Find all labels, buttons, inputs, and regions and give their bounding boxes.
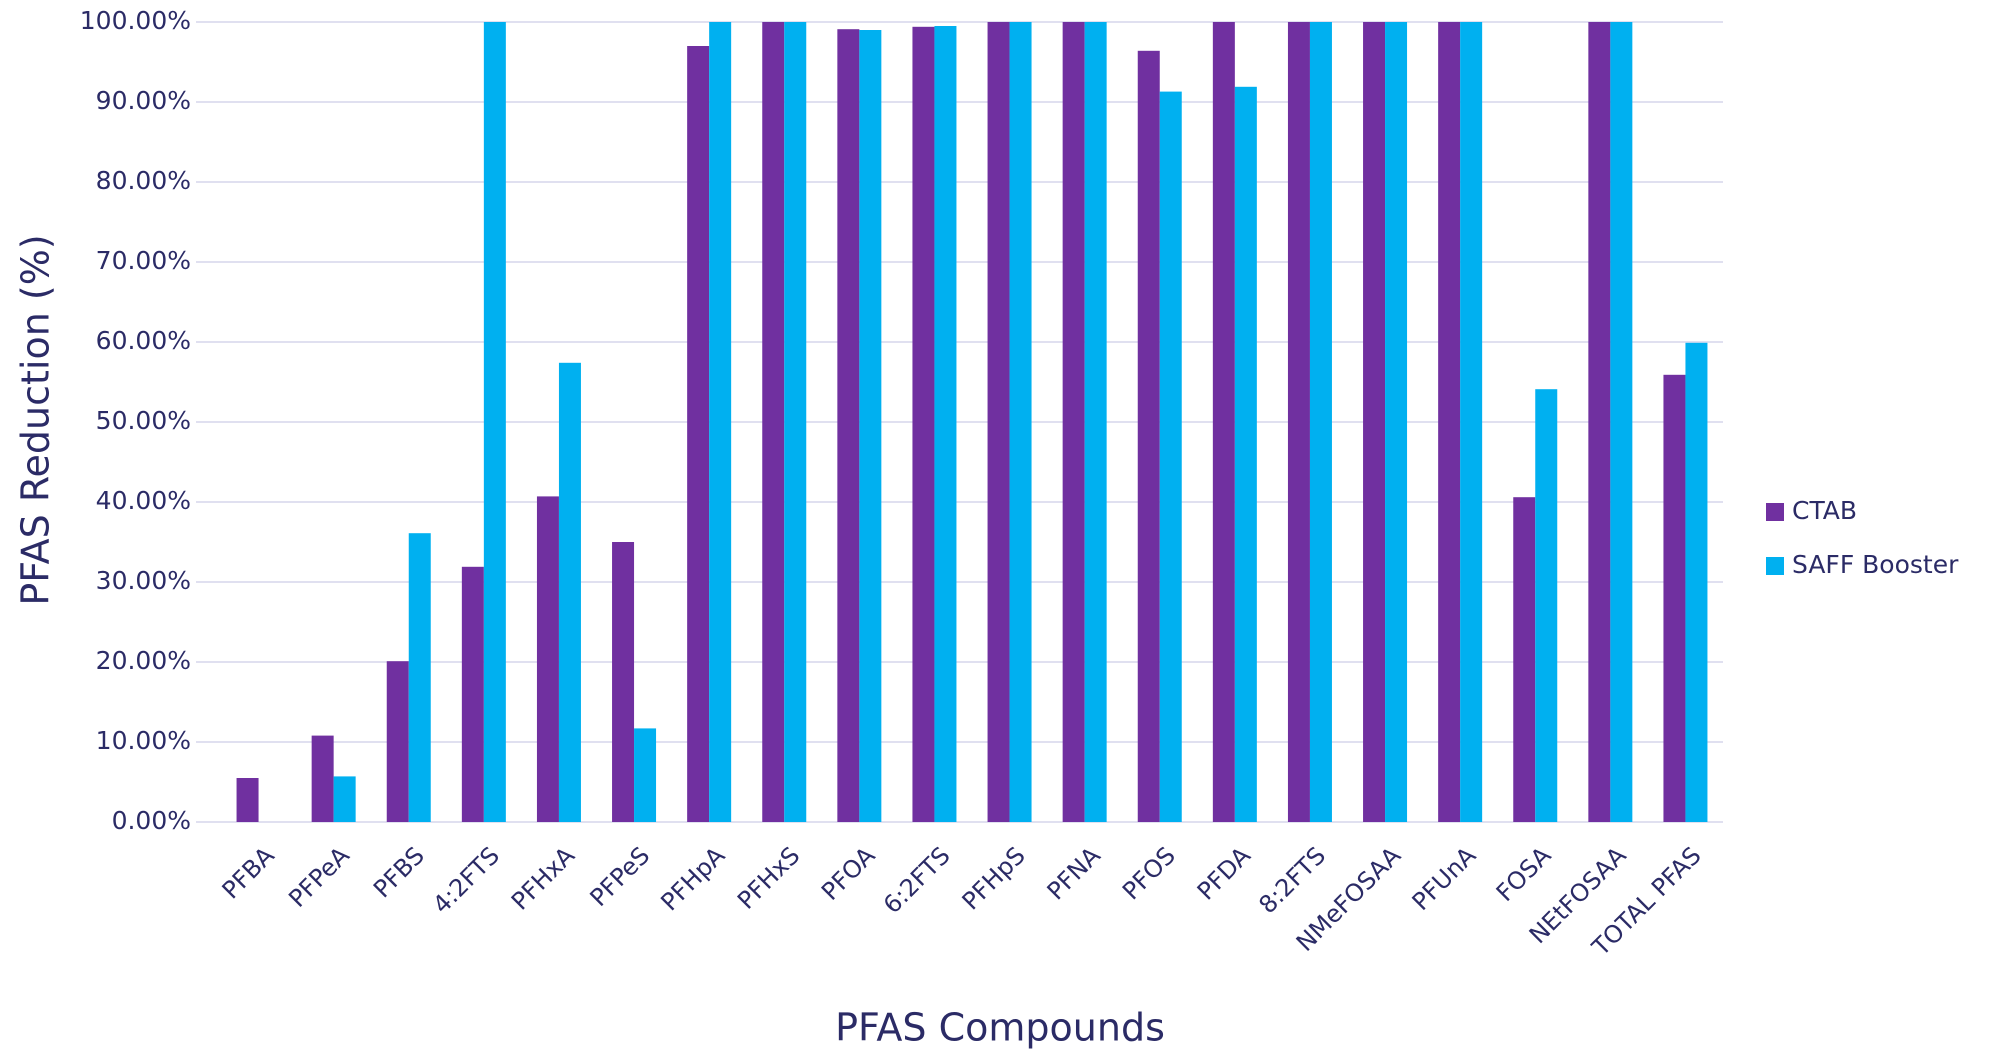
- x-tick-label: PFBA: [217, 841, 280, 904]
- bar: [1460, 22, 1483, 822]
- bar: [236, 778, 259, 822]
- bar: [1535, 389, 1558, 822]
- x-tick-label: PFHxS: [732, 841, 805, 914]
- bar: [784, 22, 807, 822]
- bar: [1610, 22, 1633, 822]
- bar: [1588, 22, 1611, 822]
- bar: [612, 542, 635, 822]
- bar: [1159, 91, 1182, 823]
- x-tick-label: PFOS: [1117, 841, 1181, 905]
- bar: [1438, 22, 1461, 822]
- bar: [558, 362, 581, 822]
- bar: [461, 566, 484, 822]
- bar: [1234, 86, 1257, 823]
- y-tick-label: 10.00%: [96, 726, 191, 755]
- bar: [837, 29, 860, 822]
- bar: [1137, 50, 1160, 823]
- bar: [386, 661, 409, 822]
- x-tick-label: PFHpS: [957, 841, 1031, 915]
- y-tick-label: 0.00%: [112, 806, 191, 835]
- x-tick-label: PFPeA: [283, 841, 355, 913]
- x-tick-label: PFPeS: [585, 841, 656, 912]
- bar: [859, 30, 882, 822]
- legend-label: SAFF Booster: [1792, 550, 1959, 579]
- y-tick-label: 70.00%: [96, 246, 191, 275]
- bar: [709, 22, 732, 822]
- bar: [1513, 497, 1536, 822]
- y-tick-label: 80.00%: [96, 166, 191, 195]
- legend-label: CTAB: [1792, 496, 1857, 525]
- x-tick-label: 6:2FTS: [878, 841, 956, 919]
- y-tick-label: 100.00%: [80, 6, 191, 35]
- y-axis-title: PFAS Reduction (%): [14, 234, 58, 605]
- x-tick-label: FOSA: [1491, 841, 1557, 907]
- bar: [634, 728, 657, 822]
- bar: [1663, 374, 1686, 822]
- y-tick-label: 20.00%: [96, 646, 191, 675]
- legend-swatch: [1766, 557, 1784, 575]
- bar: [934, 26, 957, 822]
- x-tick-label: PFNA: [1042, 841, 1107, 906]
- y-tick-label: 60.00%: [96, 326, 191, 355]
- bar: [687, 46, 710, 822]
- bar: [1385, 22, 1408, 822]
- bar: [1084, 22, 1107, 822]
- bar: [987, 22, 1010, 822]
- y-tick-label: 90.00%: [96, 86, 191, 115]
- x-tick-label: PFHpA: [655, 841, 730, 916]
- bar: [912, 26, 935, 823]
- bar: [1212, 22, 1235, 822]
- bar: [1363, 22, 1386, 822]
- bar: [1685, 342, 1708, 822]
- bar: [408, 533, 431, 822]
- x-tick-label: PFDA: [1192, 841, 1257, 906]
- bar: [1309, 22, 1332, 822]
- bar: [536, 496, 559, 822]
- bar: [1062, 22, 1085, 822]
- y-tick-label: 40.00%: [96, 486, 191, 515]
- bar: [1009, 22, 1032, 822]
- bar: [483, 22, 506, 822]
- x-tick-label: PFUnA: [1407, 841, 1482, 916]
- y-tick-label: 30.00%: [96, 566, 191, 595]
- bar: [333, 776, 356, 822]
- x-axis-title: PFAS Compounds: [835, 1006, 1165, 1050]
- x-tick-label: PFOA: [816, 841, 881, 906]
- x-tick-label: PFBS: [368, 841, 430, 903]
- bar: [762, 22, 785, 822]
- legend-swatch: [1766, 503, 1784, 521]
- x-tick-label: 4:2FTS: [427, 841, 505, 919]
- x-tick-label: PFHxA: [506, 841, 581, 916]
- bar: [311, 735, 334, 822]
- y-tick-label: 50.00%: [96, 406, 191, 435]
- bar: [1287, 22, 1310, 822]
